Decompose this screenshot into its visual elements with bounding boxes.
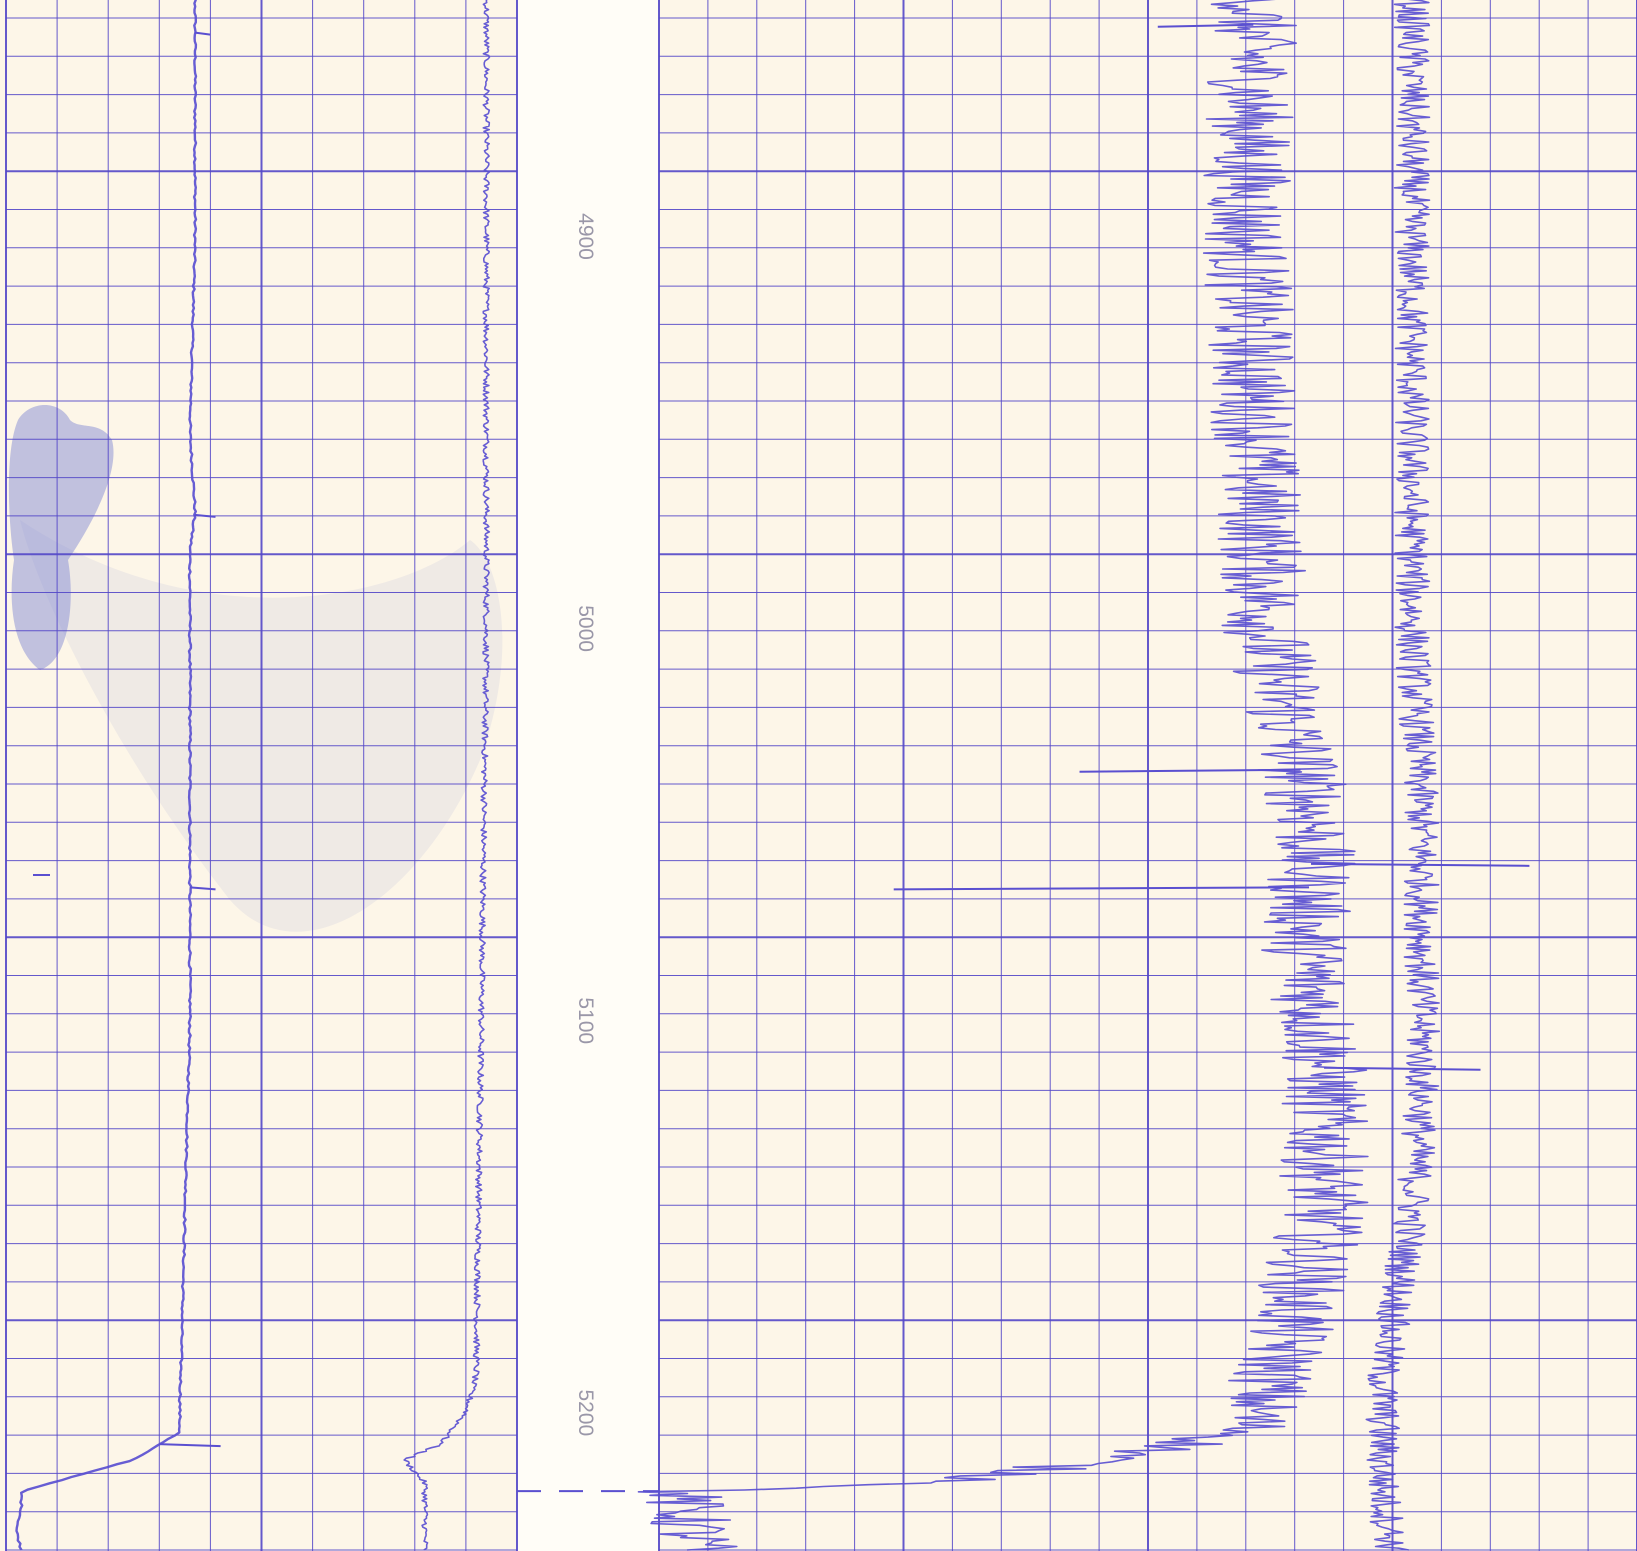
depth-label: 5200 [574, 1389, 597, 1436]
trace-spike-7 [1310, 862, 1530, 867]
trace-spike-1 [194, 513, 216, 518]
trace-spike-6 [893, 886, 1310, 891]
ink-smudge [8, 405, 114, 670]
trace-spike-5 [1079, 768, 1301, 773]
depth-label: 4900 [574, 213, 597, 260]
trace-spike-2 [189, 886, 216, 891]
trace-right-2 [637, 0, 1369, 1551]
trace-right-3 [1365, 0, 1441, 1551]
trace-spike-3 [159, 1443, 221, 1448]
trace-spike-0 [194, 31, 211, 36]
grid-layer [5, 0, 1637, 1551]
trace-spike-4 [1157, 23, 1254, 28]
depth-label-layer: 4900 5000 5100 5200 [574, 213, 597, 1436]
trace-left-0 [15, 0, 198, 1551]
marker-layer [33, 874, 659, 1493]
trace-left-1 [403, 0, 491, 1551]
depth-label: 5100 [574, 997, 597, 1044]
depth-track [517, 0, 659, 1551]
trace-layer [15, 0, 1530, 1551]
trace-spike-8 [1324, 1066, 1481, 1071]
depth-label: 5000 [574, 605, 597, 652]
